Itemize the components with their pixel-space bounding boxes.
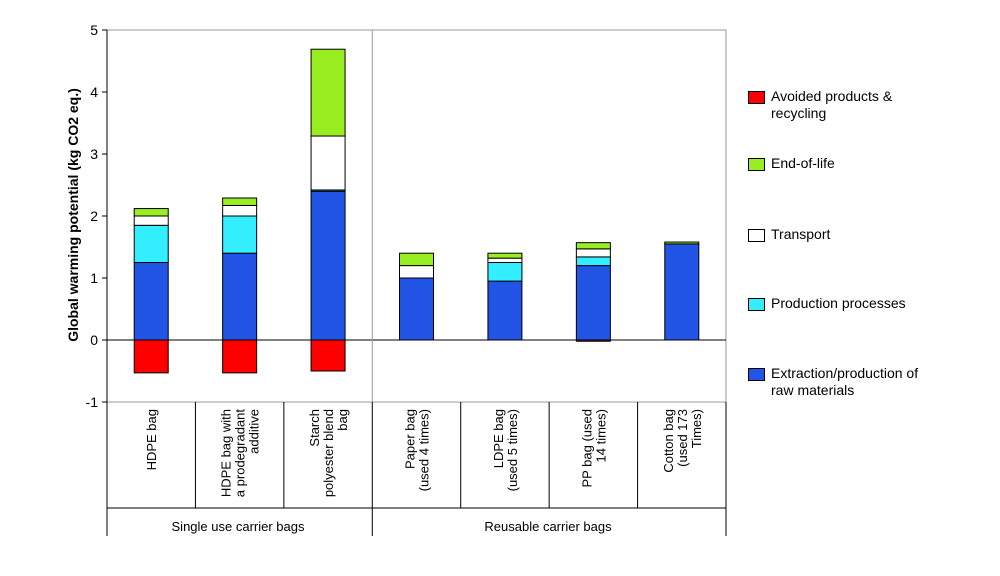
legend-label: End-of-life [771,155,835,171]
legend-label: Production processes [771,295,906,311]
y-tick-label: 3 [90,146,98,162]
category-label-line: Starch [307,409,322,447]
bar-segment [487,257,523,264]
bar-segment [575,256,611,267]
group-label-single-use: Single use carrier bags [171,519,305,534]
bar-segment [575,242,611,250]
category-label-line: (used 173 [675,409,690,467]
category-label-line: Times) [689,409,704,448]
legend-item-end-of-life: End-of-life [748,155,971,172]
plot-area-frame [106,29,727,403]
bar-segment [222,252,258,341]
category-label-line: bag [335,409,350,431]
category-label-line: (used 4 times) [417,409,432,491]
bar-segment [310,135,346,191]
legend-item-production: Production processes [748,295,971,312]
bar-segment [487,252,523,259]
y-tick-label: 1 [90,270,98,286]
legend-swatch [748,298,765,311]
category-label-line: LDPE bag [491,409,506,468]
category-label-line: 14 times) [593,409,608,462]
category-label: PP bag (used 14 times) [579,409,608,488]
category-label: Starch polyester blend bag [307,409,350,497]
bar-segment [575,265,611,341]
bar-segment [575,248,611,258]
category-label-line: HDPE bag [144,409,159,470]
category-label-line: polyester blend [321,409,336,497]
bar-segment [222,204,258,217]
category-label-line: (used 5 times) [505,409,520,491]
bar-segment [133,215,169,226]
chart-legend: Avoided products & recycling End-of-life… [748,0,998,576]
legend-item-transport: Transport [748,226,971,243]
legend-swatch [748,368,765,381]
y-tick-label: 0 [90,332,98,348]
category-label: Cotton bag (used 173 Times) [661,409,704,473]
category-label: Paper bag (used 4 times) [403,409,432,491]
category-label-line: Paper bag [403,409,418,469]
bar-segment [664,241,700,245]
legend-item-avoided: Avoided products & recycling [748,88,936,122]
legend-label: Extraction/production of raw materials [771,365,919,398]
bar-segment [133,208,169,217]
category-label-line: a prodegradant [233,409,248,498]
legend-label: Avoided products & recycling [771,88,893,121]
y-tick-label: -1 [86,394,99,410]
category-label: HDPE bag with a prodegradant additive [219,409,262,498]
legend-item-extraction: Extraction/production of raw materials [748,365,931,399]
y-tick-label: 5 [90,22,98,38]
bar-segment [399,252,434,267]
legend-swatch [748,229,765,242]
bar-segment [310,339,346,372]
y-tick-label: 2 [90,208,98,224]
bar-segment [399,265,434,279]
y-tick-label: 4 [90,84,98,100]
bar-segment [222,339,258,374]
bar-segment [222,197,258,206]
bar-segment [310,48,346,137]
legend-swatch [748,158,765,171]
group-label-reusable: Reusable carrier bags [484,519,612,534]
bar-segment [133,262,169,341]
category-label: LDPE bag (used 5 times) [491,409,520,491]
category-label-line: PP bag (used [579,409,594,488]
bar-segment [133,224,169,264]
category-label-line: additive [247,409,262,454]
bar-segment [487,280,523,341]
y-axis-label: Global warming potential (kg CO2 eq.) [65,88,81,342]
bar-segment [664,243,700,341]
bar-segment [487,262,523,282]
category-label-line: HDPE bag with [219,409,234,497]
bar-segment [133,339,169,374]
legend-swatch [748,91,765,104]
legend-label: Transport [771,226,831,242]
bar-segment [399,277,434,341]
category-label: HDPE bag [144,409,159,470]
bar-segment [222,215,258,254]
bar-segment [310,190,346,341]
category-label-line: Cotton bag [661,409,676,473]
